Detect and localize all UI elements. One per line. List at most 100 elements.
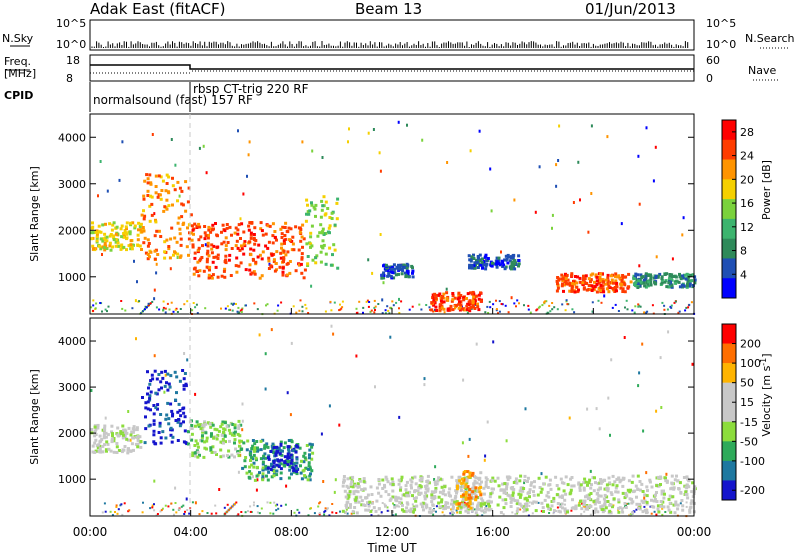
scatter-cell — [277, 304, 280, 307]
data-cell — [669, 510, 673, 514]
data-cell — [283, 464, 287, 468]
data-cell — [280, 232, 284, 236]
data-cell — [420, 476, 423, 480]
scatter-cell — [256, 478, 259, 482]
data-cell — [455, 487, 459, 491]
beam-label: Beam 13 — [355, 0, 422, 18]
data-cell — [252, 449, 256, 453]
data-cell — [659, 483, 662, 486]
scatter-cell — [252, 504, 255, 507]
data-cell — [490, 500, 493, 504]
scatter-cell — [534, 210, 537, 214]
data-cell — [610, 274, 613, 278]
data-cell — [477, 501, 481, 505]
data-cell — [560, 284, 564, 288]
data-cell — [473, 299, 477, 303]
scatter-cell — [621, 509, 624, 512]
data-cell — [103, 236, 107, 240]
scatter-cell — [625, 504, 627, 507]
data-cell — [130, 247, 134, 251]
data-cell — [290, 472, 293, 476]
data-cell — [287, 449, 291, 453]
data-cell — [248, 263, 252, 267]
data-cell — [394, 495, 398, 499]
data-cell — [294, 464, 298, 468]
data-cell — [665, 479, 669, 483]
data-cell — [456, 297, 460, 301]
data-cell — [631, 511, 635, 515]
data-cell — [394, 273, 398, 277]
scatter-cell — [661, 513, 664, 516]
data-cell — [682, 284, 686, 288]
data-cell — [617, 498, 621, 502]
data-cell — [170, 409, 174, 413]
power-frame — [89, 113, 695, 315]
scatter-cell — [160, 509, 163, 512]
data-cell — [305, 242, 309, 246]
data-cell — [377, 507, 381, 511]
data-cell — [629, 488, 633, 492]
data-cell — [245, 448, 249, 452]
data-cell — [169, 237, 173, 241]
scatter-cell — [667, 330, 670, 334]
colorbar-segment — [722, 139, 736, 160]
data-cell — [457, 291, 461, 295]
data-cell — [480, 263, 484, 267]
scatter-cell — [156, 513, 159, 515]
data-cell — [311, 258, 315, 262]
data-cell — [474, 476, 478, 480]
scatter-cell — [677, 311, 680, 314]
data-cell — [684, 485, 688, 489]
scatter-cell — [120, 503, 123, 506]
data-cell — [504, 502, 508, 506]
data-cell — [458, 300, 461, 304]
data-cell — [656, 275, 660, 279]
data-cell — [233, 438, 237, 442]
data-cell — [617, 274, 621, 278]
cpid-label: CPID — [4, 89, 33, 102]
data-cell — [480, 497, 484, 501]
scatter-cell — [501, 303, 504, 306]
data-cell — [191, 243, 195, 247]
data-cell — [179, 243, 183, 247]
data-cell — [103, 238, 107, 242]
data-cell — [370, 501, 374, 505]
scatter-cell — [555, 163, 558, 167]
data-cell — [479, 485, 483, 489]
data-cell — [199, 438, 203, 442]
data-cell — [279, 443, 283, 447]
data-cell — [482, 263, 486, 266]
data-cell — [215, 428, 219, 432]
data-cell — [482, 260, 486, 264]
scatter-cell — [368, 301, 371, 303]
data-cell — [640, 482, 644, 486]
data-cell — [521, 505, 525, 509]
scatter-cell — [155, 514, 158, 517]
data-cell — [461, 493, 465, 497]
data-cell — [510, 487, 514, 491]
scatter-cell — [256, 308, 259, 311]
data-cell — [360, 488, 364, 492]
data-cell — [191, 454, 195, 458]
scatter-cell — [99, 160, 102, 163]
data-cell — [252, 233, 256, 236]
data-cell — [438, 477, 442, 481]
data-cell — [649, 273, 653, 277]
data-cell — [149, 250, 153, 254]
scatter-cell — [347, 506, 350, 509]
scatter-cell — [486, 420, 489, 424]
scatter-cell — [310, 284, 313, 288]
scatter-cell — [198, 513, 201, 516]
data-cell — [169, 402, 173, 406]
data-cell — [681, 276, 685, 280]
data-cell — [276, 459, 280, 463]
data-cell — [585, 494, 589, 498]
scatter-cell — [461, 441, 464, 445]
data-cell — [98, 447, 102, 451]
data-cell — [158, 193, 162, 197]
data-cell — [385, 266, 389, 270]
data-cell — [484, 507, 488, 510]
scatter-cell — [388, 312, 391, 315]
data-cell — [328, 216, 332, 219]
data-cell — [381, 487, 385, 490]
